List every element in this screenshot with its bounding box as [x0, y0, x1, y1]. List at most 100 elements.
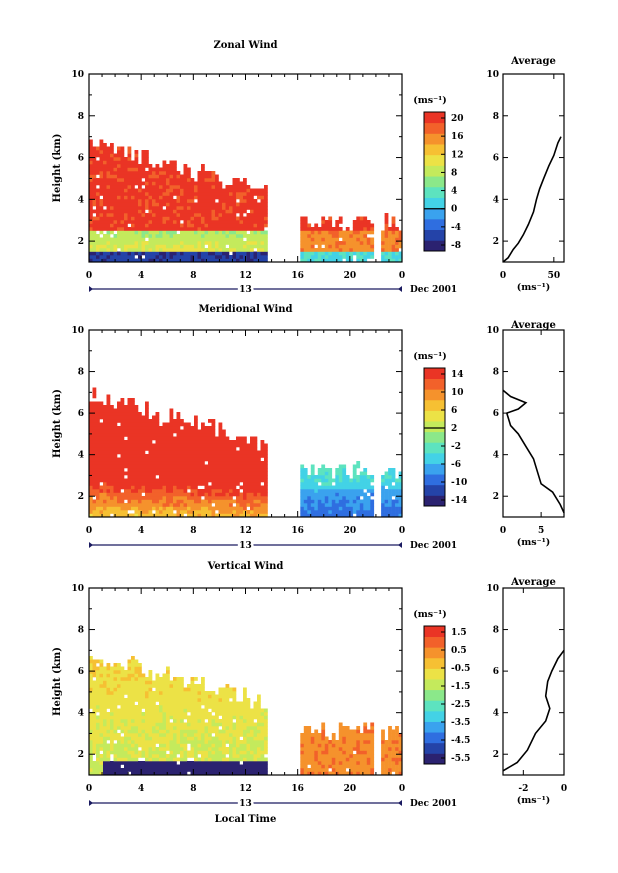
average-x-tick-label: 50: [548, 271, 561, 281]
colorbar-segment: [424, 218, 445, 231]
day-span-arrow: [398, 542, 402, 548]
average-y-tick-label: 10: [486, 326, 499, 336]
x-tick-label: 8: [190, 784, 196, 794]
x-tick-label: 12: [239, 784, 252, 794]
x-tick-label: 16: [291, 271, 304, 281]
colorbar-tick-label: 14: [451, 370, 464, 380]
x-axis-label: Local Time: [215, 814, 277, 825]
colorbar-segment: [424, 197, 445, 209]
y-axis-label: Height (km): [52, 389, 63, 458]
colorbar-tick-label: 6: [451, 406, 457, 416]
average-title: Average: [510, 320, 556, 331]
y-axis-label: Height (km): [52, 134, 63, 203]
average-y-tick-label: 4: [493, 451, 499, 461]
day-span-arrow: [89, 542, 93, 548]
colorbar-segment: [424, 668, 445, 680]
y-tick-label: 10: [71, 70, 84, 80]
colorbar-segment: [424, 452, 445, 464]
colorbar-segment: [424, 626, 445, 638]
colorbar-tick-label: -4: [451, 223, 461, 233]
average-y-tick-label: 2: [493, 492, 499, 502]
average-frame: [502, 73, 565, 263]
x-tick-label: 0: [399, 784, 405, 794]
average-x-tick-label: 0: [500, 271, 506, 281]
colorbar-tick-label: -8: [451, 241, 461, 251]
colorbar-tick-label: -5.5: [451, 754, 470, 764]
colorbar-segment: [424, 176, 445, 188]
average-y-tick-label: 4: [493, 709, 499, 719]
plot-title: Vertical Wind: [207, 561, 284, 572]
colorbar-segment: [424, 122, 445, 134]
colorbar-tick-label: 20: [451, 114, 464, 124]
colorbar-frame: [423, 367, 446, 507]
x-tick-label: 16: [291, 526, 304, 536]
colorbar-segment: [424, 240, 445, 252]
colorbar-segment: [424, 657, 445, 669]
colorbar-tick-label: 12: [451, 150, 464, 160]
day-label: 13: [239, 799, 252, 809]
average-x-tick-label: 5: [538, 526, 544, 536]
colorbar-segment: [424, 154, 445, 166]
colorbar-segment: [424, 165, 445, 177]
colorbar-segment: [424, 463, 445, 475]
colorbar-segment: [424, 378, 445, 390]
colorbar-unit: (ms⁻¹): [413, 351, 447, 362]
average-profile-line: [502, 389, 565, 514]
average-x-tick-label: 0: [500, 526, 506, 536]
colorbar-tick-label: -6: [451, 460, 461, 470]
y-tick-label: 10: [71, 326, 84, 336]
average-y-tick-label: 6: [493, 409, 499, 419]
colorbar-segment: [424, 399, 445, 411]
y-tick-label: 8: [78, 112, 84, 122]
average-y-tick-label: 8: [493, 626, 499, 636]
y-tick-label: 6: [78, 154, 84, 164]
colorbar-unit: (ms⁻¹): [413, 95, 447, 106]
average-title: Average: [510, 577, 556, 588]
colorbar-segment: [424, 421, 445, 433]
x-tick-label: 0: [399, 526, 405, 536]
colorbar-tick-label: -4.5: [451, 736, 470, 746]
y-tick-label: 10: [71, 584, 84, 594]
colorbar-segment: [424, 495, 445, 507]
colorbar-segment: [424, 721, 445, 733]
colorbar-segment: [424, 186, 445, 198]
average-frame: [502, 329, 565, 518]
x-tick-label: 0: [86, 271, 92, 281]
x-tick-label: 12: [239, 271, 252, 281]
colorbar-segment: [424, 208, 445, 220]
colorbar-tick-label: 2: [451, 424, 457, 434]
colorbar-segment: [424, 144, 445, 156]
colorbar-segment: [424, 710, 445, 722]
colorbar-segment: [424, 742, 445, 754]
x-tick-label: 20: [344, 784, 357, 794]
day-label: 13: [239, 541, 252, 551]
y-tick-label: 6: [78, 667, 84, 677]
y-tick-label: 4: [78, 709, 84, 719]
colorbar-segment: [424, 484, 445, 496]
wind-field-cells: [89, 139, 403, 263]
date-label: Dec 2001: [410, 799, 457, 809]
colorbar-tick-label: -14: [451, 496, 467, 506]
x-tick-label: 8: [190, 271, 196, 281]
colorbar-segment: [424, 732, 445, 744]
plot-title: Meridional Wind: [198, 304, 292, 315]
colorbar-segment: [424, 431, 445, 443]
y-tick-label: 2: [78, 492, 84, 502]
colorbar-tick-label: 0.5: [451, 646, 467, 656]
y-tick-label: 8: [78, 626, 84, 636]
average-title: Average: [510, 56, 556, 67]
average-unit: (ms⁻¹): [517, 795, 551, 806]
colorbar-tick-label: -3.5: [451, 718, 470, 728]
x-tick-label: 12: [239, 526, 252, 536]
x-tick-label: 0: [86, 784, 92, 794]
colorbar-segment: [424, 700, 445, 712]
colorbar-tick-label: -10: [451, 478, 467, 488]
colorbar-tick-label: 1.5: [451, 628, 467, 638]
day-span-arrow: [89, 800, 93, 806]
colorbar-segment: [424, 133, 445, 145]
colorbar-segment: [424, 753, 445, 765]
x-tick-label: 0: [399, 271, 405, 281]
colorbar-tick-label: -2.5: [451, 700, 470, 710]
x-tick-label: 16: [291, 784, 304, 794]
